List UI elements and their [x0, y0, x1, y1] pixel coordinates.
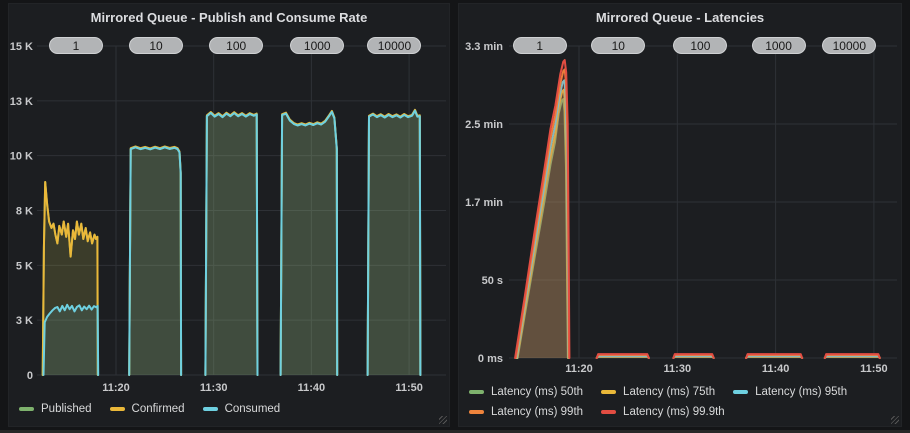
legend-label: Confirmed	[131, 403, 185, 415]
legend-item-latency-ms-75th[interactable]: Latency (ms) 75th	[601, 382, 715, 402]
legend-item-published[interactable]: Published	[19, 399, 92, 419]
annotation-pill-10000: 10000	[822, 37, 877, 54]
legend-swatch	[601, 390, 617, 394]
panel-publish-consume-rate: 15 K 13 K 10 K 8 K 5 K 3 K 0 11:20 11:30 11:40 11:…	[8, 3, 450, 427]
svg-text:15 K: 15 K	[10, 41, 33, 53]
annotation-pill-1000: 1000	[751, 37, 806, 54]
svg-text:11:20: 11:20	[565, 363, 593, 375]
legend-label: Latency (ms) 95th	[755, 386, 848, 398]
series-confirmed	[41, 108, 422, 376]
annotation-pill-100: 100	[673, 37, 728, 54]
legend-swatch	[109, 407, 125, 411]
svg-text:5 K: 5 K	[16, 260, 33, 272]
annotation-pill-1000: 1000	[290, 37, 345, 54]
svg-text:11:50: 11:50	[395, 382, 423, 394]
legend-swatch	[601, 410, 617, 414]
panel-title-latency[interactable]: Mirrored Queue - Latencies	[595, 10, 765, 25]
legend-item-latency-ms-99-9th[interactable]: Latency (ms) 99.9th	[601, 402, 725, 422]
series-consumed	[42, 109, 422, 376]
svg-text:0: 0	[27, 370, 33, 382]
legend-label: Published	[41, 403, 92, 415]
svg-text:2.5 min: 2.5 min	[465, 119, 503, 131]
panel-title-rate[interactable]: Mirrored Queue - Publish and Consume Rat…	[90, 10, 368, 25]
svg-text:11:50: 11:50	[860, 363, 888, 375]
legend-item-confirmed[interactable]: Confirmed	[109, 399, 185, 419]
svg-text:11:40: 11:40	[762, 363, 790, 375]
legend-label: Latency (ms) 75th	[623, 386, 716, 398]
svg-text:3.3 min: 3.3 min	[465, 41, 503, 53]
panel-resize-handle[interactable]	[439, 416, 447, 424]
svg-text:0 ms: 0 ms	[478, 353, 503, 365]
rate-chart-canvas[interactable]: 15 K 13 K 10 K 8 K 5 K 3 K 0 11:20 11:30 11:40 11:…	[9, 4, 449, 426]
legend-item-latency-ms-99th[interactable]: Latency (ms) 99th	[469, 402, 583, 422]
legend-item-latency-ms-95th[interactable]: Latency (ms) 95th	[733, 382, 847, 402]
panel-resize-handle[interactable]	[891, 416, 899, 424]
legend-swatch	[19, 407, 34, 411]
series-latency-ms-99th	[514, 68, 881, 359]
legend-item-consumed[interactable]: Consumed	[202, 399, 281, 419]
svg-text:13 K: 13 K	[10, 96, 33, 108]
series-latency-ms-50th	[516, 98, 881, 359]
annotation-pill-10000: 10000	[367, 37, 422, 54]
legend-item-latency-ms-50th[interactable]: Latency (ms) 50th	[469, 382, 583, 402]
svg-text:11:30: 11:30	[664, 363, 692, 375]
svg-text:11:20: 11:20	[102, 382, 130, 394]
legend-label: Latency (ms) 99.9th	[623, 406, 725, 418]
legend-swatch	[202, 407, 218, 411]
legend-latency: Latency (ms) 50th Latency (ms) 75th Latenc…	[469, 382, 891, 422]
annotation-pill-10: 10	[591, 37, 646, 54]
page-bottom-edge	[0, 430, 910, 433]
svg-text:11:40: 11:40	[298, 382, 326, 394]
panel-latencies: 3.3 min 2.5 min 1.7 min 50 s 0 ms 11:20 11:30 1…	[458, 3, 902, 427]
svg-text:8 K: 8 K	[16, 206, 33, 218]
svg-text:11:30: 11:30	[200, 382, 228, 394]
legend-swatch	[469, 410, 484, 414]
annotation-pill-1: 1	[48, 37, 103, 54]
annotation-pill-1: 1	[512, 37, 567, 54]
legend-label: Latency (ms) 99th	[491, 406, 584, 418]
legend-rate: Published Confirmed Consumed	[19, 399, 439, 419]
svg-text:50 s: 50 s	[482, 275, 503, 287]
axis-labels: 15 K 13 K 10 K 8 K 5 K 3 K 0 11:20 11:30 11:40 11:…	[10, 41, 423, 394]
series-latency-ms-95th	[515, 79, 881, 359]
series-latency-ms-99-9th	[514, 59, 881, 359]
grid	[37, 45, 446, 376]
annotation-pill-10: 10	[129, 37, 184, 54]
legend-swatch	[469, 390, 484, 394]
svg-text:1.7 min: 1.7 min	[465, 197, 503, 209]
latency-chart-canvas[interactable]: 3.3 min 2.5 min 1.7 min 50 s 0 ms 11:20 11:30 1…	[459, 4, 901, 426]
grid	[509, 45, 897, 359]
annotation-pill-100: 100	[209, 37, 264, 54]
svg-text:10 K: 10 K	[10, 151, 33, 163]
legend-label: Latency (ms) 50th	[491, 386, 584, 398]
svg-text:3 K: 3 K	[16, 315, 33, 327]
series-latency-ms-75th	[516, 88, 881, 359]
legend-swatch	[733, 390, 749, 394]
legend-label: Consumed	[224, 403, 281, 415]
axis-labels: 3.3 min 2.5 min 1.7 min 50 s 0 ms 11:20 11:30 1…	[465, 41, 888, 375]
